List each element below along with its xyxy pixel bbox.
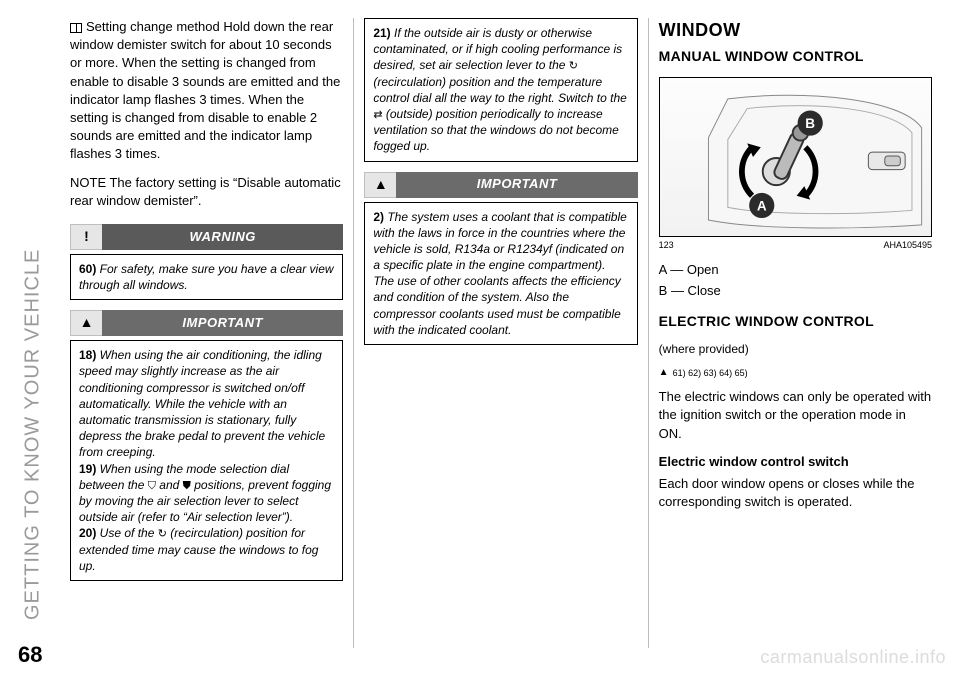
imp-19-num: 19) [79, 462, 96, 476]
watermark: carmanualsonline.info [760, 647, 946, 668]
warning-banner: ! WARNING [70, 224, 343, 250]
warning-triangle-small-icon: ▲ [659, 366, 669, 380]
content-columns: Setting change method Hold down the rear… [60, 18, 942, 648]
outside-air-icon: ⇄ [373, 110, 382, 121]
book-icon [70, 23, 82, 33]
figure-label-a: A [757, 198, 767, 213]
setting-change-text: Setting change method Hold down the rear… [70, 19, 340, 161]
important-label-2: IMPORTANT [396, 172, 637, 198]
window-crank-figure: A B [659, 77, 932, 237]
imp-21-num: 21) [373, 26, 390, 40]
electric-window-p1: The electric windows can only be operate… [659, 388, 932, 443]
imp-20-num: 20) [79, 526, 96, 540]
page-number: 68 [18, 642, 42, 668]
manual-page: GETTING TO KNOW YOUR VEHICLE 68 carmanua… [0, 0, 960, 678]
warning-60-text: For safety, make sure you have a clear v… [79, 262, 334, 292]
column-1: Setting change method Hold down the rear… [60, 18, 354, 648]
column-2: 21) If the outside air is dusty or other… [354, 18, 648, 648]
imp-19-mid: and [156, 478, 183, 492]
recirc-icon-2: ↻ [569, 61, 578, 72]
imp-2-text: The system uses a coolant that is compat… [373, 210, 626, 337]
setting-change-paragraph: Setting change method Hold down the rear… [70, 18, 343, 164]
warning-ref-numbers: 61) 62) 63) 64) 65) [673, 367, 748, 380]
warning-triangle-icon: ! [70, 224, 102, 250]
figure-key-list: A — Open B — Close [659, 261, 932, 299]
electric-window-subhead: Electric window control switch [659, 453, 932, 471]
key-a: A — Open [659, 261, 932, 279]
section-side-label: GETTING TO KNOW YOUR VEHICLE [18, 20, 48, 620]
key-b: B — Close [659, 282, 932, 300]
imp-21-mid: (recirculation) position and the tempera… [373, 75, 626, 105]
warning-60-num: 60) [79, 262, 96, 276]
manual-window-heading: MANUAL WINDOW CONTROL [659, 47, 932, 67]
where-provided: (where provided) [659, 341, 932, 358]
mode-icon-2: ⛊ [183, 481, 191, 492]
imp-18-num: 18) [79, 348, 96, 362]
imp-20-text-a: Use of the [96, 526, 157, 540]
electric-window-p2: Each door window opens or closes while t… [659, 475, 932, 511]
warning-label: WARNING [102, 224, 343, 250]
important-leaf-icon: ▲ [70, 310, 102, 336]
important-box-21: 21) If the outside air is dusty or other… [364, 18, 637, 162]
important-banner-2: ▲ IMPORTANT [364, 172, 637, 198]
column-3: WINDOW MANUAL WINDOW CONTROL [649, 18, 942, 648]
imp-2-num: 2) [373, 210, 384, 224]
warning-refs: ▲ 61) 62) 63) 64) 65) [659, 366, 932, 380]
mode-icon-1: ⛉ [148, 481, 156, 492]
imp-21-text-b: (outside) position periodically to incre… [373, 107, 618, 153]
important-box-18-20: 18) When using the air conditioning, the… [70, 340, 343, 581]
recirc-icon: ↻ [158, 529, 167, 540]
figure-caption: 123 AHA105495 [659, 239, 932, 252]
important-leaf-icon-2: ▲ [364, 172, 396, 198]
imp-21-text-a: If the outside air is dusty or otherwise… [373, 26, 622, 72]
figure-number: 123 [659, 239, 674, 252]
important-banner-1: ▲ IMPORTANT [70, 310, 343, 336]
factory-setting-note: NOTE The factory setting is “Disable aut… [70, 174, 343, 210]
imp-18-text: When using the air conditioning, the idl… [79, 348, 325, 459]
figure-label-b: B [805, 116, 815, 131]
electric-window-heading: ELECTRIC WINDOW CONTROL [659, 312, 932, 332]
window-heading: WINDOW [659, 18, 932, 43]
important-label-1: IMPORTANT [102, 310, 343, 336]
important-box-2: 2) The system uses a coolant that is com… [364, 202, 637, 346]
warning-box-60: 60) For safety, make sure you have a cle… [70, 254, 343, 300]
window-crank-svg: A B [660, 78, 931, 236]
figure-code: AHA105495 [883, 239, 932, 252]
